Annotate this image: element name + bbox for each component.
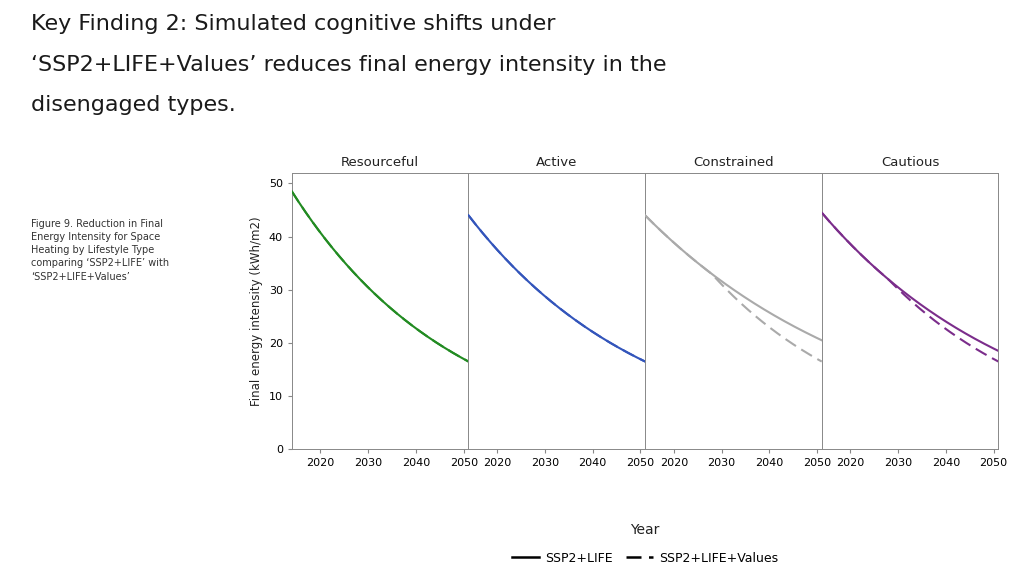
Text: ‘SSP2+LIFE+Values’ reduces final energy intensity in the: ‘SSP2+LIFE+Values’ reduces final energy … — [31, 55, 667, 75]
Legend: SSP2+LIFE, SSP2+LIFE+Values: SSP2+LIFE, SSP2+LIFE+Values — [507, 547, 783, 570]
Text: Year: Year — [631, 523, 659, 537]
Y-axis label: Final energy intensity (kWh/m2): Final energy intensity (kWh/m2) — [250, 216, 263, 406]
Title: Active: Active — [537, 156, 578, 169]
Text: Figure 9. Reduction in Final
Energy Intensity for Space
Heating by Lifestyle Typ: Figure 9. Reduction in Final Energy Inte… — [31, 219, 169, 282]
Title: Cautious: Cautious — [881, 156, 939, 169]
Title: Constrained: Constrained — [693, 156, 774, 169]
Text: disengaged types.: disengaged types. — [31, 95, 236, 115]
Title: Resourceful: Resourceful — [341, 156, 419, 169]
Text: Key Finding 2: Simulated cognitive shifts under: Key Finding 2: Simulated cognitive shift… — [31, 14, 555, 35]
